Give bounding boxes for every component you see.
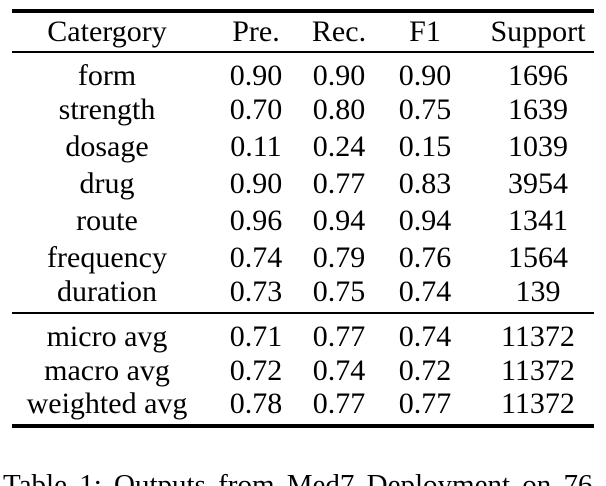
cell-recall: 0.79 <box>312 240 366 274</box>
cell-support: 11372 <box>501 353 575 387</box>
cell-recall: 0.80 <box>312 92 366 126</box>
column-header-f1: F1 <box>368 9 482 53</box>
cell-support: 1696 <box>508 59 568 92</box>
cell-precision: 0.73 <box>202 276 310 314</box>
cell-f1: 0.74 <box>368 276 482 314</box>
cell-f1: 0.76 <box>398 240 452 274</box>
header-row: Catergory Pre. Rec. F1 Support <box>12 9 594 53</box>
cell-precision: 0.96 <box>229 203 283 237</box>
table-row: route 0.96 0.94 0.94 1341 <box>12 202 594 239</box>
cell-category: strength <box>58 92 156 126</box>
table-row: drug 0.90 0.77 0.83 3954 <box>12 165 594 202</box>
cell-f1: 0.90 <box>398 59 452 92</box>
column-header-support: Support <box>482 9 594 53</box>
cell-f1: 0.83 <box>398 166 452 200</box>
cell-category: route <box>76 203 138 237</box>
table-body-group: form 0.90 0.90 0.90 1696 strength 0.70 0… <box>12 52 594 314</box>
table-row: duration 0.73 0.75 0.74 139 <box>12 276 594 314</box>
cell-support: 139 <box>482 276 594 314</box>
cell-precision: 0.90 <box>229 166 283 200</box>
cell-recall: 0.77 <box>312 320 366 353</box>
cell-category: macro avg <box>44 353 170 387</box>
cell-category: dosage <box>65 129 149 163</box>
cell-f1: 0.75 <box>398 92 452 126</box>
cell-category: form <box>77 59 137 92</box>
cell-precision: 0.90 <box>229 59 283 92</box>
cell-f1: 0.15 <box>398 129 452 163</box>
cell-precision: 0.78 <box>202 389 310 428</box>
cell-f1: 0.72 <box>398 353 452 387</box>
cell-support: 1639 <box>508 92 568 126</box>
cell-recall: 0.24 <box>312 129 366 163</box>
cell-support: 11372 <box>482 389 594 428</box>
column-header-recall: Rec. <box>310 9 368 53</box>
cell-f1: 0.74 <box>398 320 452 353</box>
cell-support: 1039 <box>508 129 568 163</box>
cell-recall: 0.74 <box>312 353 366 387</box>
cell-recall: 0.90 <box>312 59 366 92</box>
cell-category: drug <box>79 166 135 200</box>
table-row: dosage 0.11 0.24 0.15 1039 <box>12 128 594 165</box>
cell-f1: 0.94 <box>398 203 452 237</box>
cell-support: 1341 <box>508 203 568 237</box>
cell-recall: 0.77 <box>312 166 366 200</box>
table-row: weighted avg 0.78 0.77 0.77 11372 <box>12 389 594 428</box>
column-header-category: Catergory <box>12 9 202 53</box>
cell-precision: 0.72 <box>229 353 283 387</box>
table-row: micro avg 0.71 0.77 0.74 11372 <box>12 313 594 352</box>
cell-category: weighted avg <box>12 389 202 428</box>
cell-precision: 0.74 <box>229 240 283 274</box>
cell-recall: 0.77 <box>310 389 368 428</box>
table-summary-group: micro avg 0.71 0.77 0.74 11372 macro avg… <box>12 313 594 428</box>
cell-recall: 0.75 <box>310 276 368 314</box>
cell-precision: 0.11 <box>230 129 282 163</box>
results-table: Catergory Pre. Rec. F1 Support form 0.90… <box>12 9 594 428</box>
cell-category: frequency <box>47 240 167 274</box>
table-row: frequency 0.74 0.79 0.76 1564 <box>12 239 594 276</box>
cell-support: 1564 <box>508 240 568 274</box>
cell-support: 11372 <box>501 320 575 353</box>
cell-f1: 0.77 <box>368 389 482 428</box>
column-header-precision: Pre. <box>202 9 310 53</box>
cell-precision: 0.70 <box>229 92 283 126</box>
table-row: macro avg 0.72 0.74 0.72 11372 <box>12 352 594 389</box>
cell-category: micro avg <box>46 320 168 353</box>
cell-category: duration <box>12 276 202 314</box>
table-header: Catergory Pre. Rec. F1 Support <box>12 9 594 53</box>
table-row: form 0.90 0.90 0.90 1696 <box>12 52 594 91</box>
table-row: strength 0.70 0.80 0.75 1639 <box>12 91 594 128</box>
table-caption: Table 1: Outputs from Med7 Deployment on… <box>3 469 593 486</box>
cell-recall: 0.94 <box>312 203 366 237</box>
cell-precision: 0.71 <box>229 320 283 353</box>
cell-support: 3954 <box>508 166 568 200</box>
